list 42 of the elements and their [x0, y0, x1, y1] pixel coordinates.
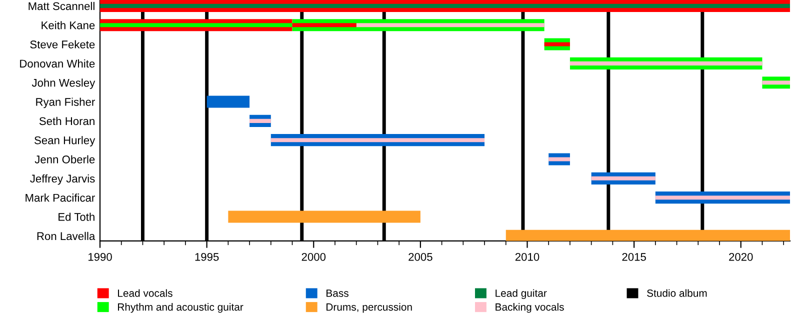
bar [570, 61, 762, 66]
legend-label: Backing vocals [496, 303, 564, 313]
bar [100, 23, 292, 28]
y-tick-label: Ron Lavella [37, 232, 96, 240]
bar [292, 23, 356, 28]
bar [100, 4, 790, 8]
legend-label: Lead guitar [496, 289, 547, 299]
legend-label: Studio album [647, 289, 707, 297]
bar [228, 210, 420, 223]
y-tick-label: Ed Toth [58, 212, 94, 221]
x-tick-label: 2000 [302, 253, 326, 261]
legend-label: Bass [326, 290, 348, 297]
y-tick-label: Ryan Fisher [36, 98, 95, 108]
y-tick-label: Jeffrey Jarvis [30, 174, 95, 185]
y-tick-label: Mark Pacificar [26, 194, 95, 202]
bar [356, 23, 544, 28]
bar [270, 138, 485, 142]
bar [762, 80, 790, 85]
legend-label: Drums, percussion [326, 303, 412, 313]
y-tick-label: Seth Horan [39, 116, 94, 126]
y-tick-label: Matt Scannell [28, 2, 94, 10]
y-tick-label: Donovan White [20, 59, 95, 68]
legend-label: Lead vocals [118, 289, 172, 297]
x-tick-label: 2010 [515, 253, 540, 261]
y-tick-label: Jenn Oberle [34, 155, 95, 164]
x-tick-label: 2015 [622, 253, 646, 261]
bar [548, 157, 570, 162]
x-tick-label: 1995 [195, 253, 219, 261]
y-tick-label: Steve Fekete [30, 40, 95, 48]
y-tick-label: John Wesley [32, 78, 96, 89]
x-tick-label: 2020 [729, 253, 753, 261]
bar [591, 176, 656, 180]
y-tick-label: Keith Kane [42, 21, 95, 30]
bar [655, 196, 790, 200]
x-tick-label: 1990 [88, 253, 112, 261]
legend-label: Rhythm and acoustic guitar [118, 303, 244, 313]
bar [206, 96, 250, 108]
x-tick-label: 2005 [408, 253, 432, 261]
bar [506, 230, 790, 241]
y-tick-label: Sean Hurley [34, 136, 96, 146]
bar [544, 42, 570, 46]
bar [250, 118, 271, 123]
